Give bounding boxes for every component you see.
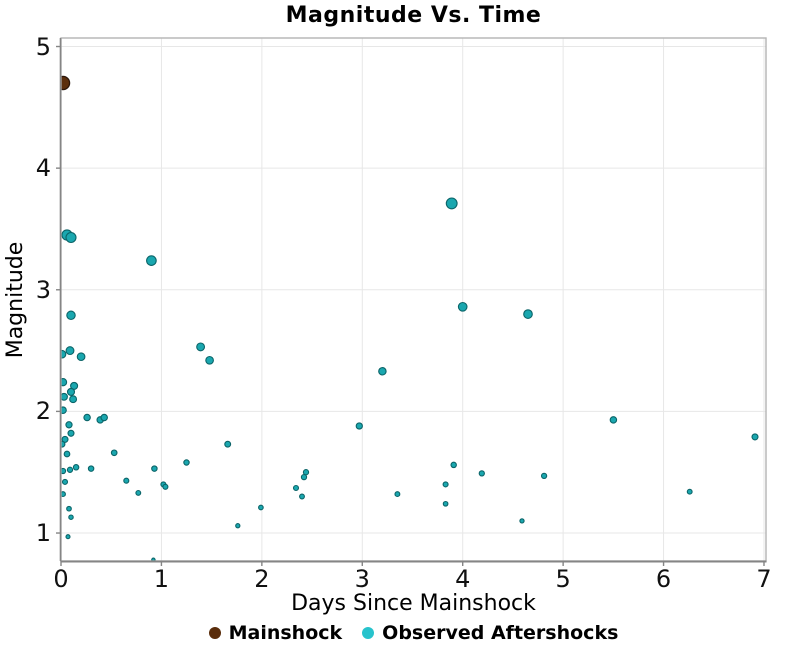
y-tick-label: 1 — [35, 519, 51, 548]
aftershock-point — [61, 435, 69, 443]
aftershock-point — [523, 309, 533, 319]
aftershock-point — [457, 301, 468, 312]
mainshock-swatch-icon — [208, 627, 221, 639]
aftershock-point — [450, 461, 457, 469]
aftershock-point — [60, 349, 67, 359]
aftershock-point — [66, 310, 76, 321]
x-tick-label: 4 — [455, 565, 471, 593]
aftershock-point — [302, 469, 310, 476]
aftershock-point — [100, 413, 108, 422]
aftershock-point — [87, 465, 95, 472]
aftershock-point — [66, 505, 72, 512]
legend-item-observed-aftershocks: Observed Aftershocks — [362, 622, 618, 644]
aftershock-point — [76, 352, 86, 362]
x-tick-label: 1 — [153, 565, 170, 593]
aftershock-point — [442, 481, 449, 488]
y-tick-label: 4 — [35, 154, 51, 183]
aftershock-point — [299, 493, 305, 500]
x-tick-label: 3 — [354, 565, 370, 593]
aftershock-point — [394, 491, 401, 498]
aftershock-point — [478, 470, 485, 477]
aftershock-point — [67, 429, 75, 437]
aftershock-point — [196, 342, 206, 352]
observed-aftershocks-swatch-icon — [362, 627, 375, 639]
aftershock-point — [540, 472, 548, 480]
aftershock-point — [235, 523, 241, 529]
x-axis-label: Days Since Mainshock — [291, 591, 536, 616]
aftershock-point — [69, 395, 78, 404]
aftershock-point — [445, 197, 458, 210]
y-tick-label: 5 — [35, 32, 51, 61]
data-points-layer — [60, 75, 759, 562]
aftershock-point — [355, 422, 363, 430]
aftershock-point — [686, 488, 693, 495]
aftershock-point — [224, 440, 232, 448]
aftershock-point — [162, 483, 169, 490]
y-tick-label: 2 — [35, 397, 51, 426]
aftershock-point — [292, 484, 300, 492]
aftershock-point — [65, 421, 73, 429]
aftershock-point — [751, 433, 759, 441]
x-tick-label: 6 — [655, 565, 672, 593]
mainshock-point — [60, 75, 71, 91]
aftershock-point — [68, 514, 74, 520]
aftershock-point — [72, 464, 80, 471]
x-tick-label: 5 — [555, 565, 571, 593]
x-tick-label: 0 — [53, 565, 69, 593]
aftershock-point — [61, 478, 69, 485]
aftershock-point — [110, 449, 118, 457]
aftershock-point — [65, 231, 77, 244]
aftershock-point — [183, 459, 190, 466]
aftershock-point — [66, 466, 74, 473]
aftershock-point — [205, 355, 214, 365]
aftershock-point — [442, 500, 449, 507]
legend: Mainshock Observed Aftershocks — [61, 620, 766, 646]
y-tick-label: 3 — [35, 275, 51, 304]
aftershock-point — [135, 489, 142, 496]
aftershock-point — [65, 346, 75, 356]
aftershock-point — [123, 477, 130, 484]
x-tick-label: 2 — [254, 565, 270, 593]
aftershock-point — [609, 416, 618, 424]
aftershock-point — [83, 413, 91, 422]
aftershock-point — [63, 450, 71, 458]
x-tick-label: 7 — [756, 565, 772, 593]
panel-background — [61, 38, 766, 561]
legend-label: Observed Aftershocks — [382, 622, 619, 644]
aftershock-point — [146, 255, 157, 266]
aftershock-point — [65, 534, 71, 540]
legend-item-mainshock: Mainshock — [208, 622, 343, 644]
chart-title: Magnitude Vs. Time — [285, 3, 542, 28]
aftershock-point — [151, 465, 158, 472]
legend-label: Mainshock — [228, 622, 343, 644]
aftershock-point — [519, 518, 525, 524]
aftershock-point — [258, 504, 264, 511]
aftershock-point — [378, 367, 387, 376]
aftershock-point — [66, 387, 76, 396]
